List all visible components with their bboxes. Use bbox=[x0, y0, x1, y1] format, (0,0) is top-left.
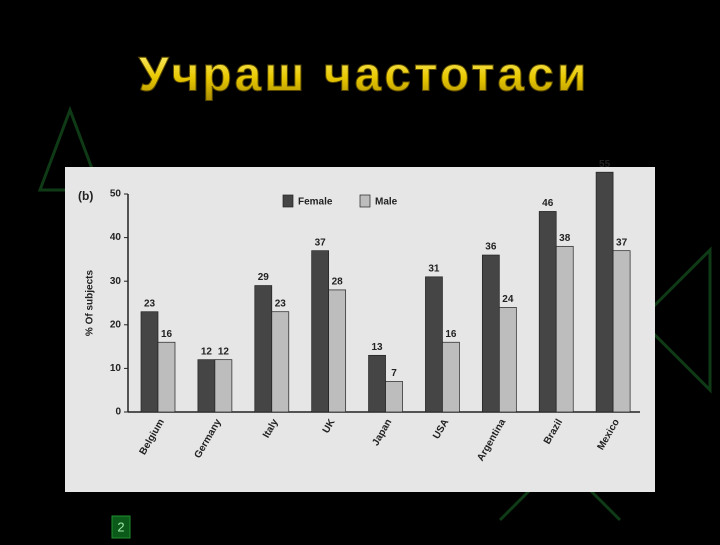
y-tick-label: 0 bbox=[115, 407, 121, 418]
bar bbox=[538, 211, 557, 413]
value-label: 23 bbox=[275, 298, 287, 309]
value-label: 28 bbox=[332, 277, 344, 288]
slide-title: Учраш частотаси bbox=[139, 49, 590, 102]
value-label: 36 bbox=[485, 242, 497, 253]
value-label: 7 bbox=[391, 368, 397, 379]
bar bbox=[442, 341, 460, 413]
value-label: 31 bbox=[428, 263, 440, 274]
value-label: 46 bbox=[542, 198, 554, 209]
bar bbox=[595, 171, 614, 413]
bar bbox=[157, 341, 176, 413]
bar bbox=[555, 245, 574, 413]
bar bbox=[254, 285, 273, 413]
bar bbox=[385, 381, 403, 413]
legend-swatch bbox=[282, 194, 294, 208]
panel-label: (b) bbox=[78, 189, 93, 203]
bar bbox=[140, 311, 159, 413]
value-label: 37 bbox=[616, 237, 628, 248]
bar bbox=[328, 289, 347, 413]
page-number: 2 bbox=[117, 519, 124, 534]
bar bbox=[197, 359, 216, 413]
value-label: 38 bbox=[559, 233, 571, 244]
legend-swatch bbox=[359, 194, 371, 208]
value-label: 37 bbox=[315, 237, 327, 248]
y-tick-label: 50 bbox=[110, 189, 122, 200]
value-label: 16 bbox=[161, 329, 173, 340]
bar bbox=[368, 354, 386, 413]
bar bbox=[612, 250, 631, 413]
bar bbox=[425, 276, 443, 413]
bar bbox=[498, 307, 517, 413]
page-number-box bbox=[111, 515, 131, 539]
y-tick-label: 30 bbox=[110, 276, 122, 287]
value-label: 24 bbox=[502, 294, 514, 305]
value-label: 23 bbox=[144, 298, 156, 309]
value-label: 29 bbox=[258, 272, 270, 283]
bar bbox=[271, 311, 290, 413]
y-tick-label: 10 bbox=[110, 363, 122, 374]
bar bbox=[481, 254, 500, 413]
y-tick-label: 20 bbox=[110, 319, 122, 330]
value-label: 16 bbox=[445, 329, 457, 340]
legend-label: Female bbox=[298, 197, 333, 208]
value-label: 12 bbox=[201, 346, 213, 357]
legend-label: Male bbox=[375, 197, 398, 208]
y-tick-label: 40 bbox=[110, 232, 122, 243]
bar bbox=[311, 250, 330, 413]
value-label: 12 bbox=[218, 346, 230, 357]
value-label: 13 bbox=[371, 342, 383, 353]
bar bbox=[214, 359, 233, 413]
value-label: 55 bbox=[599, 159, 611, 170]
y-axis-label: % Of subjects bbox=[85, 270, 96, 337]
